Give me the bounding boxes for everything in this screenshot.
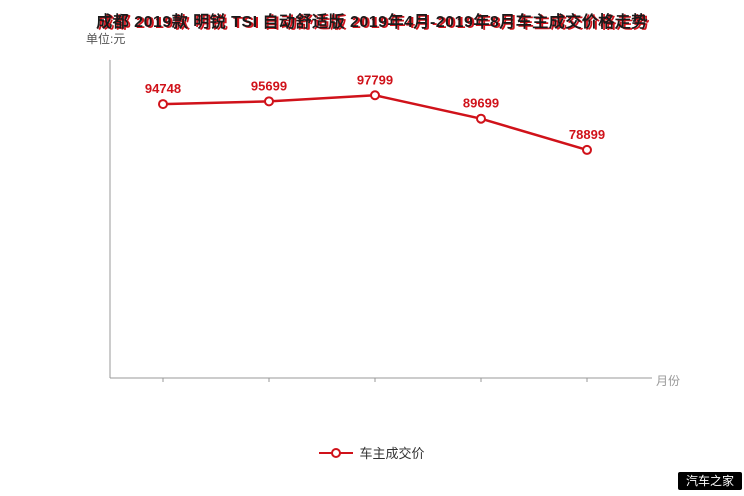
data-point — [476, 113, 486, 124]
y-axis-unit-label: 单位:元 — [86, 32, 126, 46]
data-point-label: 89699 — [463, 96, 499, 111]
price-trend-chart: 94748 95699 97799 89699 78899 — [109, 60, 652, 382]
legend-label: 车主成交价 — [359, 446, 425, 461]
x-axis-label: 月份 — [656, 374, 681, 388]
data-point-label: 95699 — [251, 78, 287, 93]
data-point — [158, 99, 168, 110]
trend-line — [162, 94, 588, 152]
chart-title-text: 成都 2019款 明锐 TSI 自动舒适版 2019年4月-2019年8月车主成… — [96, 14, 648, 31]
data-point-label: 78899 — [569, 127, 605, 142]
legend-dot-icon — [331, 447, 342, 458]
chart-title: 成都 2019款 明锐 TSI 自动舒适版 2019年4月-2019年8月车主成… — [0, 8, 744, 32]
data-point-label: 94748 — [145, 81, 181, 96]
watermark-logo: 汽车之家 — [677, 472, 742, 490]
data-point — [370, 90, 380, 101]
data-point-label: 97799 — [357, 72, 393, 87]
data-point — [582, 144, 592, 155]
legend-line-marker-icon — [319, 447, 354, 458]
chart-legend: 车主成交价 — [0, 443, 744, 462]
chart-title-shadow: 成都 2019款 明锐 TSI 自动舒适版 2019年4月-2019年8月车主成… — [98, 15, 650, 32]
data-point — [264, 96, 274, 107]
